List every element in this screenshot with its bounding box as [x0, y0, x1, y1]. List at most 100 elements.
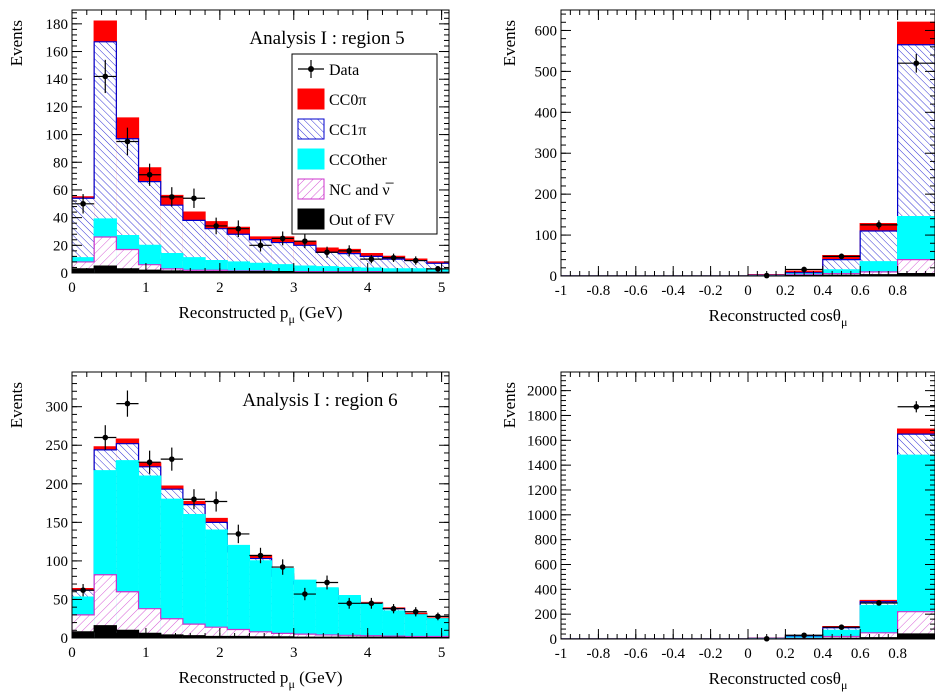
data-point-p5-13 [360, 255, 383, 264]
y-tick-label-c5-5: 500 [535, 64, 558, 80]
chart-title-p6: Analysis I : region 6 [242, 390, 397, 411]
bar-ccother-p5-4 [160, 253, 183, 273]
bar-ccother-p6-14 [382, 611, 405, 638]
plot-frame-p6 [71, 371, 450, 639]
bar-ccother-c6-5 [897, 455, 935, 639]
bar-ccother-p6-15 [404, 614, 427, 638]
bar-nc-p6-11 [315, 634, 339, 638]
x-tick-label-c5-4: -0.2 [699, 283, 723, 299]
bar-nc-p5-0 [72, 261, 95, 273]
x-tick-label-c6-5: 0 [744, 646, 752, 662]
data-point-c5-4 [897, 53, 935, 73]
bar-nc-p6-6 [205, 627, 228, 638]
bar-outfv-p6-6 [205, 636, 228, 638]
bar-nc-p6-7 [227, 629, 250, 638]
bar-ccother-p6-13 [360, 603, 383, 638]
bar-ccother-p6-16 [426, 618, 449, 638]
bar-outfv-p5-3 [138, 270, 161, 273]
y-tick-label-p6-1: 50 [53, 592, 68, 608]
x-tick-label-c5-1: -0.8 [587, 283, 611, 299]
y-tick-label-c5-1: 100 [535, 228, 558, 244]
data-points-c6 [763, 401, 935, 642]
y-tick-label-c6-4: 800 [535, 533, 558, 549]
data-point-p5-8 [249, 239, 272, 252]
data-point-p6-9 [271, 559, 294, 575]
y-tick-label-p5-6: 120 [46, 100, 69, 116]
data-point-p5-10 [293, 234, 316, 249]
y-axis-label-c5: Events [500, 20, 519, 66]
data-point-p6-16 [426, 612, 449, 621]
y-axis-label-p6: Events [7, 382, 26, 428]
legend-label-ccother: CCOther [329, 152, 387, 169]
bar-cc1pi-p5-1 [94, 41, 117, 273]
bar-ccother-p5-11 [315, 266, 339, 273]
data-point-c5-3 [860, 220, 898, 230]
y-tick-label-c6-0: 0 [550, 632, 558, 648]
data-point-c6-3 [860, 600, 898, 606]
y-tick-label-p5-8: 160 [46, 45, 69, 61]
x-axis-label-c6: Reconstructed cosθμ [709, 669, 848, 692]
bar-ccother-p6-11 [315, 587, 339, 638]
data-point-p6-5 [182, 489, 206, 510]
data-point-p6-2 [116, 390, 139, 417]
x-tick-label-p5-5: 5 [438, 280, 446, 296]
x-tick-label-c5-3: -0.4 [661, 283, 685, 299]
y-tick-label-c6-8: 1600 [527, 433, 557, 449]
data-point-p5-0 [72, 194, 95, 214]
bar-ccother-p6-5 [182, 514, 206, 638]
bar-outfv-p6-3 [138, 633, 161, 638]
bar-outfv-p6-7 [227, 636, 250, 638]
x-tick-label-p6-4: 4 [364, 645, 372, 661]
y-tick-label-c6-6: 1200 [527, 483, 557, 499]
data-point-p5-11 [315, 246, 339, 258]
data-point-p5-5 [182, 188, 206, 208]
bar-outfv-p6-0 [72, 631, 95, 638]
bar-nc-p6-8 [249, 631, 272, 638]
y-tick-label-p5-1: 20 [53, 238, 68, 254]
bar-outfv-p5-9 [271, 271, 294, 273]
y-tick-label-c6-3: 600 [535, 557, 558, 573]
legend-box: Data CC0π CC1π CCOther NC and ν̅ Out of FV [291, 53, 438, 235]
legend-label-nc: NC and ν̅ [329, 182, 395, 199]
data-point-p6-7 [227, 524, 250, 544]
bar-ccother-p5-10 [293, 266, 316, 273]
data-point-p6-10 [293, 587, 316, 601]
y-tick-label-c6-1: 200 [535, 607, 558, 623]
x-axis-label-p5: Reconstructed pμ (GeV) [178, 303, 342, 326]
x-tick-label-c6-3: -0.4 [661, 646, 685, 662]
x-tick-label-c6-8: 0.6 [851, 646, 870, 662]
bar-outfv-p6-4 [160, 634, 183, 638]
bar-outfv-p6-1 [94, 625, 117, 638]
panel-cos-region6: -1 -0.8 -0.6 -0.4 -0.2 0 0.2 0.4 0.6 0.8 0 200 400 60… [500, 371, 935, 692]
data-point-p6-8 [249, 547, 272, 564]
legend-entry-cc1pi: CC1π [297, 118, 366, 140]
bar-outfv-p5-0 [72, 268, 95, 273]
bar-nc-p5-3 [138, 264, 161, 273]
legend-entry-outfv: Out of FV [297, 208, 395, 230]
x-tick-label-c5-2: -0.6 [624, 283, 648, 299]
y-tick-label-c6-9: 1800 [527, 408, 557, 424]
bar-outfv-p5-6 [205, 271, 228, 273]
bar-ccother-p5-8 [249, 263, 272, 273]
bar-outfv-p5-8 [249, 271, 272, 273]
panel-momentum-region5: 0 1 2 3 4 5 0 20 40 60 80 100 120 140 160 180 Reconstruc… [7, 9, 450, 326]
bar-outfv-p5-7 [227, 271, 250, 273]
y-tick-label-p5-0: 0 [61, 266, 69, 282]
x-tick-label-c6-7: 0.4 [813, 646, 832, 662]
bar-nc-p5-2 [116, 249, 139, 273]
data-point-p5-12 [338, 245, 361, 257]
x-tick-label-p6-5: 5 [438, 645, 446, 661]
bar-ccother-p5-9 [271, 264, 294, 273]
x-tick-label-c5-5: 0 [744, 283, 752, 299]
x-tick-label-p5-0: 0 [68, 280, 76, 296]
data-point-p5-1 [94, 59, 117, 94]
bar-nc-p6-5 [182, 624, 206, 638]
outline-outfv-p6 [72, 625, 449, 638]
x-tick-label-c6-4: -0.2 [699, 646, 723, 662]
axes-frame-c6: -1 -0.8 -0.6 -0.4 -0.2 0 0.2 0.4 0.6 0.8 0 200 400 60… [500, 371, 935, 692]
stack-bars-c6 [561, 428, 935, 639]
legend-label-data: Data [329, 62, 359, 79]
bar-ccother-p5-5 [182, 257, 206, 273]
